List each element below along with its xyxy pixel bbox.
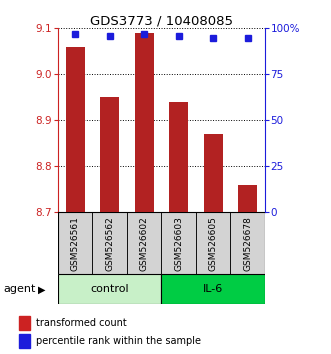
Bar (204, 134, 222, 212)
Bar (58, 212, 92, 274)
Text: percentile rank within the sample: percentile rank within the sample (36, 336, 201, 346)
Bar (66, 47, 85, 212)
Title: GDS3773 / 10408085: GDS3773 / 10408085 (90, 14, 233, 27)
Text: GSM526602: GSM526602 (140, 216, 149, 271)
Text: agent: agent (3, 284, 36, 295)
Text: IL-6: IL-6 (203, 284, 223, 295)
Bar (161, 212, 196, 274)
Text: GSM526678: GSM526678 (243, 216, 252, 271)
Bar (127, 212, 161, 274)
Text: control: control (90, 284, 129, 295)
Bar (196, 212, 230, 274)
Text: GSM526562: GSM526562 (105, 216, 114, 271)
Text: GSM526605: GSM526605 (209, 216, 217, 271)
Bar (19, 334, 30, 348)
Text: transformed count: transformed count (36, 318, 127, 328)
Text: GSM526561: GSM526561 (71, 216, 80, 271)
Bar (92, 212, 127, 274)
Bar (135, 33, 154, 212)
Bar (161, 274, 265, 304)
Bar (58, 274, 162, 304)
Bar (100, 97, 119, 212)
Text: GSM526603: GSM526603 (174, 216, 183, 271)
Bar (230, 212, 265, 274)
Bar (169, 102, 188, 212)
Bar (19, 316, 30, 330)
Text: ▶: ▶ (38, 284, 46, 295)
Bar (238, 185, 257, 212)
